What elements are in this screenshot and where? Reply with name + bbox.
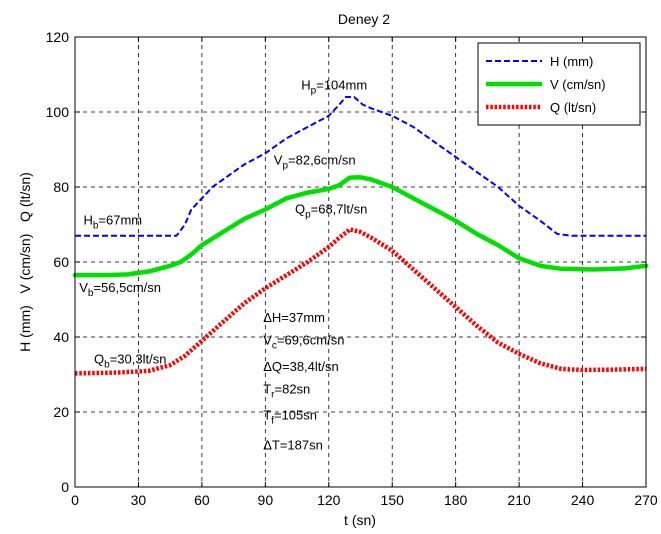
y-tick-label: 40	[53, 329, 69, 345]
x-tick-label: 0	[71, 492, 79, 508]
tick-labels: 0 30 60 90 120 150 180 210 240 270 0 20 40 60 80 100 120	[46, 29, 658, 508]
y-tick-label: 60	[53, 254, 69, 270]
x-tick-label: 270	[634, 492, 658, 508]
y-axis-label: H (mm) V (cm/sn) Q (lt/sn)	[17, 172, 33, 352]
series-line-1	[75, 96, 646, 237]
legend-label: H (mm)	[550, 54, 593, 69]
x-axis-label: t (sn)	[344, 512, 376, 528]
x-tick-label: 120	[317, 492, 341, 508]
chart-title: Deney 2	[338, 11, 390, 27]
series-group	[72, 96, 649, 376]
annotation-label: ΔT=187sn	[263, 438, 323, 453]
x-tick-label: 30	[131, 492, 147, 508]
x-tick-label: 90	[258, 492, 274, 508]
annotation-label: Tf=105sn	[263, 408, 317, 427]
x-tick-label: 150	[381, 492, 405, 508]
annotation-label: Hp=104mm	[301, 78, 367, 97]
series-line-3	[74, 227, 647, 376]
y-tick-label: 80	[53, 179, 69, 195]
annotation-label: Hb=67mm	[83, 213, 142, 232]
annotation-label: Vp=82,6cm/sn	[274, 153, 356, 172]
x-tick-label: 210	[507, 492, 531, 508]
legend-label: V (cm/sn)	[550, 77, 606, 92]
annotation-label: Qb=30,3lt/sn	[94, 351, 166, 370]
annotation-label: ΔQ=38,4lt/sn	[263, 359, 339, 374]
annotation-label: Vb=56,5cm/sn	[79, 280, 161, 299]
series-line-2	[72, 175, 649, 278]
y-tick-label: 120	[46, 29, 70, 45]
y-tick-label: 0	[61, 479, 69, 495]
annotations: Hp=104mm Vp=82,6cm/sn Qp=68,7lt/sn Hb=67mm V…	[79, 78, 367, 453]
x-tick-label: 240	[571, 492, 595, 508]
legend: H (mm) V (cm/sn) Q (lt/sn)	[477, 42, 641, 126]
legend-label: Q (lt/sn)	[550, 100, 596, 115]
annotation-label: ΔH=37mm	[263, 310, 325, 325]
plot-frame	[74, 36, 647, 488]
x-tick-label: 180	[444, 492, 468, 508]
y-tick-label: 100	[46, 104, 70, 120]
x-tick-label: 60	[194, 492, 210, 508]
annotation-label: Vc=69,6cm/sn	[263, 333, 344, 352]
y-tick-label: 20	[53, 404, 69, 420]
annotation-label: Tr=82sn	[263, 381, 310, 400]
annotation-label: Qp=68,7lt/sn	[295, 201, 367, 220]
